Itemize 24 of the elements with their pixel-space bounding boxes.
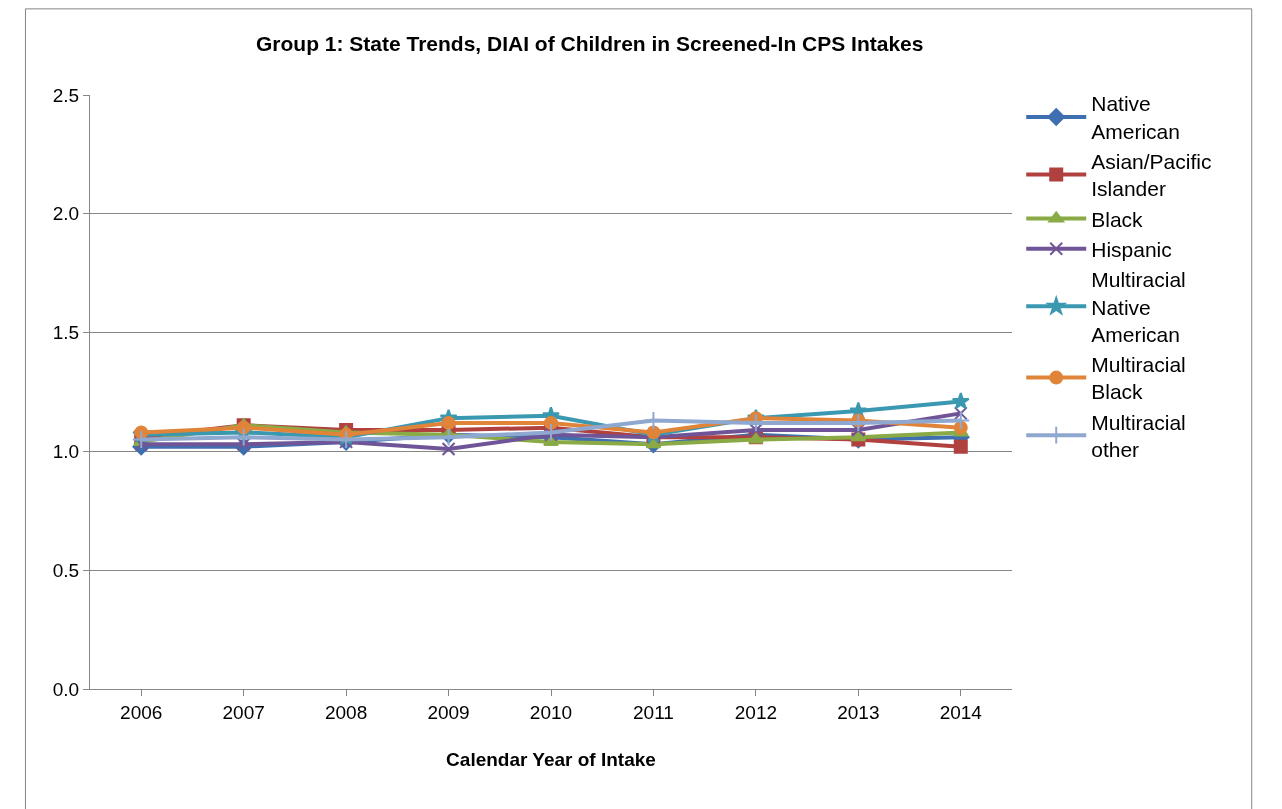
- x-tick-label: 2012: [734, 701, 778, 723]
- x-axis-title: Calendar Year of Intake: [446, 748, 656, 770]
- x-tick-label: 2011: [633, 701, 674, 723]
- legend-label: Asian/Pacific Islander: [1091, 150, 1212, 201]
- legend-label: Native American: [1091, 92, 1180, 143]
- x-tick-label: 2010: [529, 701, 573, 723]
- y-tick-label: 2.0: [52, 203, 80, 225]
- chart-title: Group 1: State Trends, DIAI of Children in Screened-In CPS Intakes: [255, 32, 924, 56]
- x-tick-label: 2008: [324, 701, 368, 723]
- x-tick-label: 2007: [222, 701, 265, 723]
- legend-label: Multiracial Native American: [1091, 268, 1186, 346]
- legend-label: Multiracial other: [1091, 410, 1186, 462]
- x-tick-label: 2014: [939, 701, 983, 723]
- y-tick-label: 1.0: [52, 441, 80, 463]
- y-tick-label: 0.5: [52, 559, 80, 581]
- legend-label: Black: [1091, 207, 1144, 231]
- y-tick-label: 0.0: [52, 678, 80, 700]
- legend-label: Hispanic: [1091, 237, 1172, 261]
- x-tick-label: 2013: [837, 701, 880, 723]
- legend-label: Multiracial Black: [1091, 353, 1186, 404]
- y-tick-label: 1.5: [52, 322, 80, 344]
- x-tick-label: 2009: [427, 701, 470, 723]
- x-tick-label: 2006: [120, 701, 163, 723]
- y-tick-label: 2.5: [52, 84, 80, 106]
